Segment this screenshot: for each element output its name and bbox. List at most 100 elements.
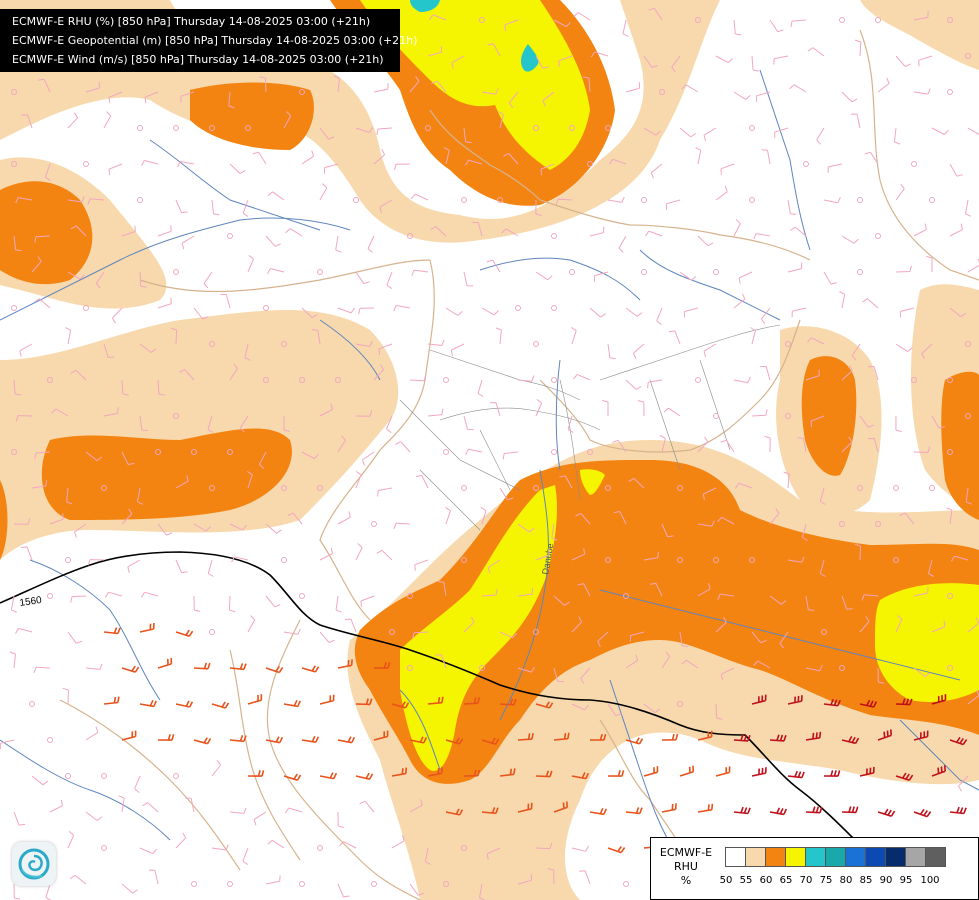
- wind-barb: [461, 485, 467, 491]
- wind-barb: [769, 595, 787, 605]
- wind-barb: [816, 127, 825, 145]
- wind-barb: [965, 341, 971, 347]
- wind-barb: [121, 730, 137, 741]
- wind-barb: [787, 770, 805, 779]
- wind-barb: [551, 233, 557, 239]
- wind-barb: [13, 379, 21, 396]
- wind-barb: [641, 197, 647, 203]
- wind-barb: [11, 89, 17, 95]
- wind-barb: [121, 451, 135, 465]
- wind-barb: [697, 520, 715, 527]
- wind-barb: [335, 235, 342, 253]
- wind-barb: [244, 343, 251, 361]
- wind-barb: [445, 307, 463, 316]
- wind-barb: [319, 403, 333, 417]
- wind-barb: [644, 230, 663, 237]
- wind-barb: [857, 485, 863, 491]
- header-line-rhu: ECMWF-E RHU (%) [850 hPa] Thursday 14-08…: [12, 15, 371, 28]
- wind-barb: [463, 769, 481, 777]
- wind-barb: [74, 523, 87, 538]
- wind-barb: [49, 513, 64, 525]
- wind-barb: [239, 415, 249, 433]
- wind-barb: [949, 806, 967, 815]
- wind-barb: [427, 696, 444, 705]
- wind-barb: [265, 875, 281, 885]
- wind-barb: [283, 699, 302, 708]
- wind-barb: [283, 628, 301, 635]
- wind-barb: [70, 595, 87, 603]
- wind-barb: [805, 806, 823, 814]
- wind-barb: [893, 485, 899, 491]
- wind-barb: [299, 89, 305, 95]
- wind-barb: [177, 161, 195, 168]
- wind-barb: [301, 150, 315, 165]
- wind-barb: [284, 807, 303, 814]
- wind-barb: [227, 449, 233, 455]
- wind-barb: [504, 19, 519, 31]
- wind-barb: [893, 127, 901, 145]
- wind-barb: [749, 125, 755, 131]
- wind-barb: [481, 589, 498, 597]
- wind-barb: [337, 511, 351, 525]
- wind-barb: [551, 377, 557, 383]
- wind-barb: [677, 701, 683, 707]
- wind-barb: [245, 125, 251, 131]
- wind-barb: [139, 415, 148, 432]
- wind-barb: [540, 163, 555, 176]
- wind-barb: [479, 665, 485, 671]
- wind-barb: [389, 629, 395, 635]
- wind-barb: [913, 730, 929, 741]
- wind-barb: [499, 487, 514, 501]
- wind-barb: [949, 163, 963, 177]
- wind-barb: [663, 407, 681, 417]
- wind-barb: [31, 775, 49, 786]
- wind-barb: [551, 449, 557, 455]
- wind-barb: [697, 803, 714, 813]
- wind-barb: [359, 800, 375, 813]
- wind-barb: [141, 160, 159, 167]
- wind-barb: [913, 446, 931, 453]
- wind-barb: [697, 730, 713, 741]
- wind-barb: [787, 695, 803, 705]
- wind-barb: [409, 799, 423, 813]
- wind-barb: [283, 773, 302, 781]
- wind-barb: [287, 512, 303, 525]
- wind-barb: [790, 226, 807, 237]
- wind-barb: [695, 377, 701, 383]
- wind-barb: [582, 76, 591, 93]
- wind-barb: [789, 84, 807, 93]
- wind-barb: [70, 369, 87, 381]
- wind-barb: [355, 698, 373, 706]
- wind-barb: [695, 17, 701, 23]
- wind-barb: [377, 487, 393, 497]
- wind-barb: [15, 627, 33, 634]
- wind-barb: [703, 127, 717, 142]
- wind-barb: [501, 228, 519, 237]
- wind-barb: [573, 373, 591, 381]
- wind-barb: [477, 379, 484, 397]
- wind-barb: [479, 17, 485, 23]
- wind-barb: [895, 343, 913, 353]
- wind-barb: [551, 523, 558, 541]
- wind-barb: [918, 55, 933, 67]
- wind-barb: [823, 197, 841, 204]
- wind-barb: [319, 631, 335, 644]
- wind-barb: [861, 594, 879, 601]
- wind-barb: [481, 88, 499, 95]
- wind-barb: [656, 307, 663, 325]
- wind-barb: [605, 125, 611, 131]
- wind-barb: [157, 297, 172, 309]
- wind-barb: [637, 400, 645, 417]
- wind-barb: [841, 595, 853, 610]
- legend-tick-label: 50: [719, 875, 733, 886]
- wind-barb: [515, 305, 521, 311]
- wind-barb: [553, 732, 570, 741]
- legend-tick-label: 65: [779, 875, 793, 886]
- wind-barb: [317, 485, 323, 491]
- wind-barb: [431, 80, 447, 93]
- legend-swatch: [745, 847, 766, 867]
- wind-barb: [355, 340, 373, 347]
- wind-barb: [618, 235, 627, 253]
- wind-barb: [769, 19, 784, 33]
